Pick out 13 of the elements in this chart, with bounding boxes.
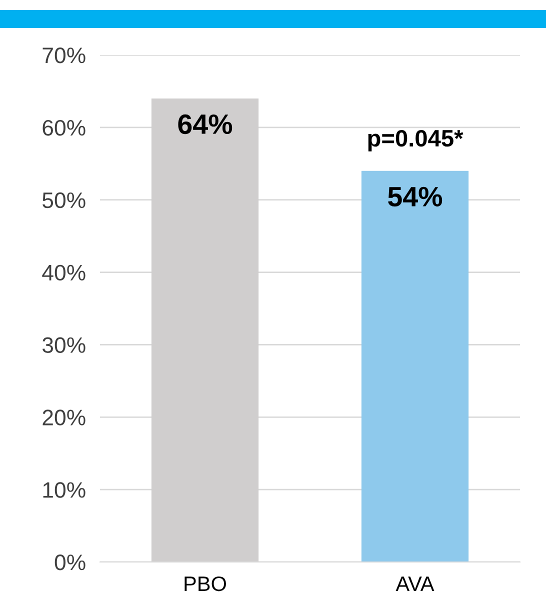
y-tick-label: 50% — [42, 192, 86, 208]
data-label: 64% — [178, 114, 232, 134]
annotation: p=0.045* — [368, 130, 464, 152]
y-tick-label: 10% — [43, 482, 86, 498]
x-tick-label: AVA — [396, 576, 434, 591]
y-tick-label: 70% — [42, 48, 86, 64]
y-tick-label: 60% — [42, 120, 86, 136]
x-tick-label: PBO — [184, 576, 226, 592]
y-tick-label: 0% — [54, 554, 86, 570]
y-tick-label: 30% — [42, 337, 86, 353]
data-label: 54% — [388, 186, 442, 206]
y-tick-label: 20% — [42, 410, 86, 426]
y-tick-label: 40% — [42, 264, 86, 281]
